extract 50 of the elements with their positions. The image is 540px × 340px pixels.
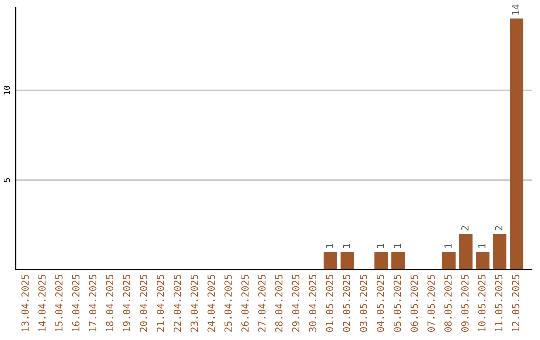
x-tick-label: 21.04.2025 — [156, 274, 164, 332]
x-tick-label: 29.04.2025 — [292, 274, 300, 332]
bar — [374, 252, 388, 270]
data-label: 2 — [495, 226, 503, 231]
x-tick-label: 15.04.2025 — [55, 274, 63, 332]
x-tick-label: 05.05.2025 — [394, 274, 402, 332]
data-label: 1 — [343, 244, 350, 248]
x-tick-label: 13.04.2025 — [22, 274, 29, 332]
x-tick-label: 08.05.2025 — [444, 274, 452, 332]
x-tick-label: 23.04.2025 — [190, 274, 198, 332]
bar — [340, 252, 354, 270]
x-tick-label: 12.05.2025 — [512, 274, 520, 332]
data-label: 1 — [444, 244, 452, 248]
x-tick-label: 11.05.2025 — [495, 274, 503, 332]
data-label: 1 — [377, 244, 384, 248]
y-tick-label: 10 — [4, 86, 10, 95]
data-label: 1 — [478, 244, 486, 248]
bar — [324, 252, 338, 270]
x-tick-label: 09.05.2025 — [462, 274, 469, 332]
x-tick-label: 26.04.2025 — [242, 274, 249, 332]
x-tick-label: 14.04.2025 — [38, 274, 46, 332]
x-tick-label: 04.05.2025 — [376, 274, 384, 332]
data-label: 14 — [512, 4, 520, 15]
y-tick-label: 5 — [4, 178, 10, 182]
x-tick-label: 03.05.2025 — [360, 274, 368, 332]
x-tick-label: 07.05.2025 — [428, 274, 436, 332]
x-tick-label: 24.04.2025 — [208, 274, 216, 332]
bar — [476, 252, 490, 270]
x-tick-label: 27.04.2025 — [258, 274, 266, 332]
x-tick-label: 20.04.2025 — [140, 274, 148, 332]
bar — [442, 252, 456, 270]
x-tick-label: 22.04.2025 — [174, 274, 182, 332]
x-tick-label: 25.04.2025 — [224, 274, 232, 332]
x-tick-label: 16.04.2025 — [72, 274, 80, 332]
x-tick-label: 28.04.2025 — [275, 274, 283, 332]
bar — [493, 234, 507, 270]
x-tick-label: 19.04.2025 — [123, 274, 131, 332]
data-label: 1 — [394, 244, 402, 248]
bar — [392, 252, 406, 270]
data-label: 1 — [326, 244, 334, 248]
data-label: 2 — [462, 226, 469, 231]
x-tick-label: 06.05.2025 — [410, 274, 418, 332]
bar — [510, 18, 524, 270]
x-tick-label: 18.04.2025 — [106, 274, 114, 332]
x-tick-label: 02.05.2025 — [343, 274, 350, 332]
x-tick-label: 30.04.2025 — [309, 274, 317, 332]
bar — [459, 234, 473, 270]
x-tick-label: 01.05.2025 — [326, 274, 334, 332]
x-tick-label: 10.05.2025 — [478, 274, 486, 332]
x-tick-label: 17.04.2025 — [89, 274, 97, 332]
